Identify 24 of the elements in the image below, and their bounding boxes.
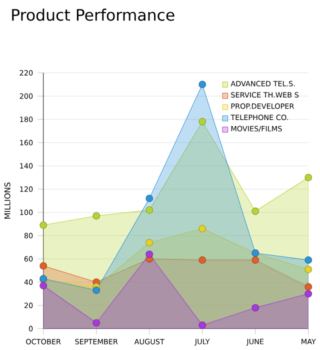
point [146,206,153,214]
point [92,319,100,327]
point [304,266,312,274]
point [252,208,259,215]
point [40,282,47,290]
point [198,80,206,88]
point [252,304,259,312]
point [198,118,206,126]
point [198,224,206,232]
point [198,256,206,264]
point [304,290,312,298]
point [146,238,153,246]
point [252,256,259,264]
chart-title: Product Performance [12,8,174,21]
point [304,174,312,182]
point [198,322,206,329]
point [92,286,100,294]
point [92,212,100,220]
point [304,256,312,264]
point [40,222,47,229]
point [40,262,47,270]
point [146,250,153,258]
point [304,283,312,290]
point [146,194,153,202]
